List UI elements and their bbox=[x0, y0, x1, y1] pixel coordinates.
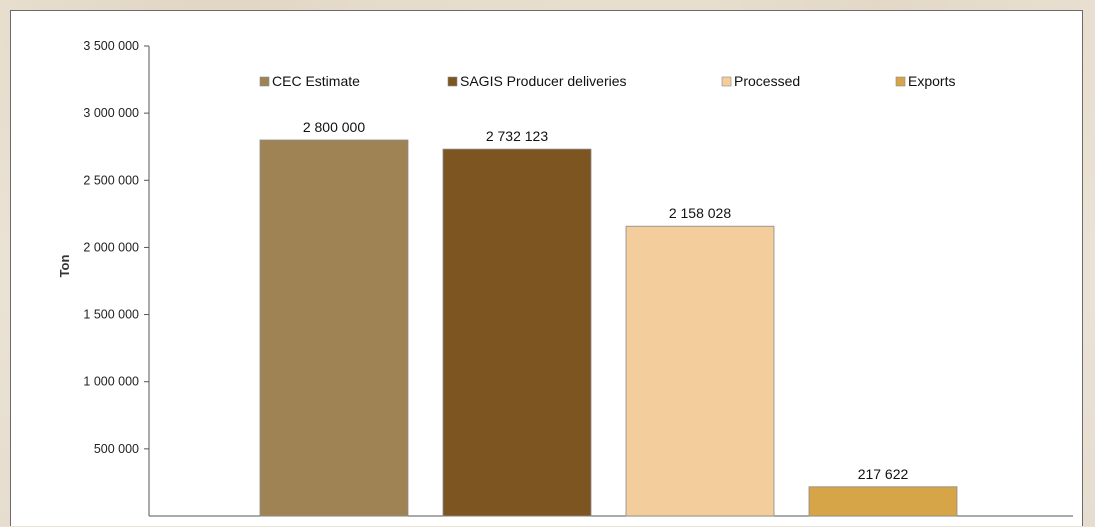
legend-swatch bbox=[447, 76, 458, 87]
bar-processed bbox=[625, 225, 775, 517]
data-label: 2 158 028 bbox=[669, 205, 731, 221]
bar-chart: 500 000 1 000 000 1 500 000 2 000 000 2 500 … bbox=[57, 39, 1073, 517]
y-tick-label: 2 000 000 bbox=[83, 240, 139, 254]
legend-label: Processed bbox=[734, 73, 800, 89]
y-tick-label: 3 500 000 bbox=[83, 39, 139, 53]
y-tick-label: 1 000 000 bbox=[83, 375, 139, 389]
data-label: 2 732 123 bbox=[486, 128, 548, 144]
y-tick-label: 1 500 000 bbox=[83, 308, 139, 322]
bars bbox=[259, 139, 958, 517]
y-tick-label: 500 000 bbox=[94, 442, 139, 456]
bar-sagis-producer-deliveries bbox=[442, 148, 592, 517]
legend-swatch bbox=[259, 76, 270, 87]
y-tick-label: 3 000 000 bbox=[83, 106, 139, 120]
legend-label: CEC Estimate bbox=[272, 73, 360, 89]
chart-panel: 500 000 1 000 000 1 500 000 2 000 000 2 500 … bbox=[10, 10, 1083, 526]
data-label: 217 622 bbox=[858, 466, 909, 482]
y-axis-title: Ton bbox=[57, 255, 72, 278]
y-tick-label: 2 500 000 bbox=[83, 173, 139, 187]
data-labels: 2 800 000 2 732 123 2 158 028 217 622 bbox=[303, 119, 909, 482]
legend-swatch bbox=[721, 76, 732, 87]
y-axis: 500 000 1 000 000 1 500 000 2 000 000 2 500 … bbox=[83, 39, 1073, 517]
data-label: 2 800 000 bbox=[303, 119, 365, 135]
legend-swatch bbox=[895, 76, 906, 87]
legend: CEC Estimate SAGIS Producer deliveries Pro… bbox=[259, 73, 955, 89]
legend-label: Exports bbox=[908, 73, 955, 89]
legend-label: SAGIS Producer deliveries bbox=[460, 73, 627, 89]
bar-exports bbox=[808, 486, 958, 517]
bar-cec-estimate bbox=[259, 139, 409, 517]
